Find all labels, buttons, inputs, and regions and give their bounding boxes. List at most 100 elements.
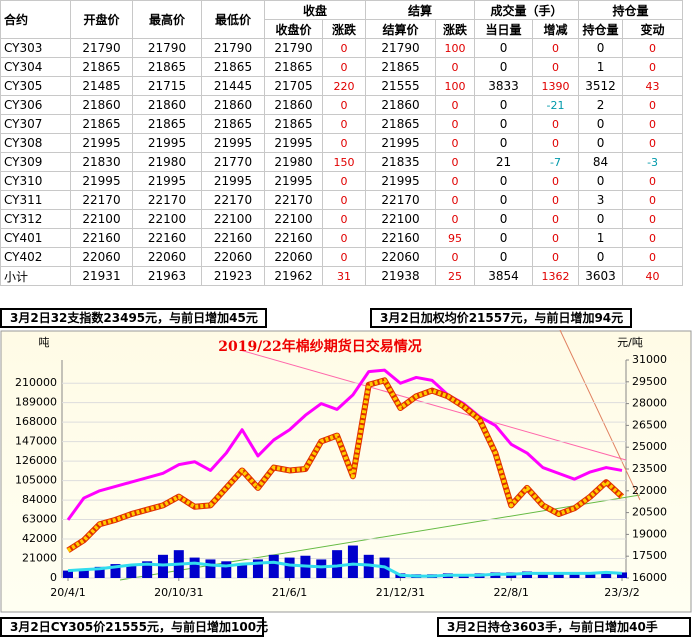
bar bbox=[553, 573, 564, 578]
table-cell: 0 bbox=[321, 95, 367, 115]
table-cell: 0 bbox=[435, 190, 476, 210]
bar bbox=[78, 569, 89, 578]
table-cell: 21995 bbox=[70, 171, 133, 191]
table-row: CY307 21865 21865 21865 21865 0 21865 0 0 0 0 0 bbox=[0, 114, 684, 134]
table-cell: 0 bbox=[474, 95, 534, 115]
y2-tick-label: 28000 bbox=[632, 397, 667, 410]
table-cell: 0 bbox=[474, 38, 534, 58]
line bbox=[67, 560, 623, 578]
table-cell: 3854 bbox=[474, 266, 534, 286]
bar bbox=[601, 571, 612, 578]
table-cell: 21865 bbox=[132, 57, 202, 77]
table-cell: CY311 bbox=[0, 190, 71, 210]
table-cell: 3603 bbox=[578, 266, 624, 286]
table-row: CY304 21865 21865 21865 21865 0 21865 0 0 0 1 0 bbox=[0, 57, 684, 77]
table-cell: 21790 bbox=[264, 38, 323, 58]
y-tick-label: 63000 bbox=[22, 513, 57, 526]
table-cell: 21995 bbox=[264, 171, 323, 191]
table-cell: 成交量（手） bbox=[474, 0, 580, 20]
y2-tick-label: 20500 bbox=[632, 506, 667, 519]
table-cell: 22170 bbox=[70, 190, 133, 210]
table-cell: 22060 bbox=[201, 247, 265, 267]
y2-tick-label: 17500 bbox=[632, 549, 667, 562]
y2-tick-label: 22000 bbox=[632, 484, 667, 497]
table-cell: 1 bbox=[578, 57, 624, 77]
table-cell: 22060 bbox=[70, 247, 133, 267]
table-cell: 0 bbox=[532, 190, 580, 210]
table-cell: 21790 bbox=[201, 38, 265, 58]
table-cell: 1362 bbox=[532, 266, 580, 286]
bar bbox=[284, 557, 295, 578]
table-cell: 21938 bbox=[365, 266, 437, 286]
table-cell: 0 bbox=[321, 190, 367, 210]
y2-tick-label: 16000 bbox=[632, 571, 667, 584]
table-cell: 21830 bbox=[70, 152, 133, 172]
y2-tick-label: 26500 bbox=[632, 418, 667, 431]
table-row: CY310 21995 21995 21995 21995 0 21995 0 0 0 0 0 bbox=[0, 171, 684, 191]
table-cell: 增减 bbox=[532, 19, 580, 39]
note: 3月2日CY305价21555元，与前日增加100元 bbox=[0, 617, 268, 637]
chart-title: 2019/22年棉纱期货日交易情况 bbox=[218, 338, 422, 355]
y-axis-label: 吨 bbox=[39, 336, 50, 349]
table-cell: 0 bbox=[474, 190, 534, 210]
table-cell: CY402 bbox=[0, 247, 71, 267]
table-row: CY303 21790 21790 21790 21790 0 21790 100 0 0 0 0 bbox=[0, 38, 684, 58]
table-row: CY312 22100 22100 22100 22100 0 22100 0 0 0 0 0 bbox=[0, 209, 684, 229]
x-tick-label: 21/6/1 bbox=[272, 586, 307, 599]
table-cell: 21 bbox=[474, 152, 534, 172]
table-cell: 3512 bbox=[578, 76, 624, 96]
y-tick-label: 126000 bbox=[15, 454, 57, 467]
bar bbox=[617, 572, 627, 578]
y-tick-label: 84000 bbox=[22, 493, 57, 506]
table-cell: 0 bbox=[578, 171, 624, 191]
y-tick-label: 147000 bbox=[15, 435, 57, 448]
table-cell: 84 bbox=[578, 152, 624, 172]
table-cell: 小计 bbox=[0, 266, 71, 286]
table-cell: 0 bbox=[321, 228, 367, 248]
table-cell: 0 bbox=[622, 57, 684, 77]
table-cell: CY305 bbox=[0, 76, 71, 96]
table-cell: 21860 bbox=[264, 95, 323, 115]
table-cell: 21995 bbox=[201, 171, 265, 191]
note: 3月2日持仓3603手，与前日增加40手 bbox=[437, 617, 691, 637]
table-cell: 0 bbox=[321, 171, 367, 191]
table-cell: 3833 bbox=[474, 76, 534, 96]
table-cell: 22160 bbox=[132, 228, 202, 248]
table-cell: 0 bbox=[622, 133, 684, 153]
table-cell: 21865 bbox=[70, 57, 133, 77]
bar bbox=[347, 545, 358, 578]
table-cell: 1390 bbox=[532, 76, 580, 96]
table-cell: 22170 bbox=[132, 190, 202, 210]
table-cell: 21995 bbox=[365, 133, 437, 153]
table-cell: 21995 bbox=[132, 133, 202, 153]
table-cell: 0 bbox=[578, 209, 624, 229]
bar bbox=[205, 559, 216, 578]
table-cell: 0 bbox=[435, 114, 476, 134]
table-cell: 结算价 bbox=[365, 19, 437, 39]
table-cell: 0 bbox=[474, 209, 534, 229]
table-cell: 0 bbox=[622, 171, 684, 191]
bar bbox=[585, 572, 596, 578]
table-cell: 31 bbox=[321, 266, 367, 286]
y2-tick-label: 31000 bbox=[632, 353, 667, 366]
bar bbox=[252, 559, 263, 578]
table-cell: 1 bbox=[578, 228, 624, 248]
table-cell: 0 bbox=[321, 247, 367, 267]
table-cell: 3 bbox=[578, 190, 624, 210]
table-cell: 0 bbox=[321, 209, 367, 229]
table-cell: 0 bbox=[622, 247, 684, 267]
table-cell: 0 bbox=[321, 38, 367, 58]
table-cell: 0 bbox=[532, 114, 580, 134]
bar bbox=[126, 565, 137, 578]
bar bbox=[110, 564, 121, 578]
y-tick-label: 42000 bbox=[22, 532, 57, 545]
bar bbox=[332, 550, 343, 578]
table-cell: 0 bbox=[532, 38, 580, 58]
table-cell: 涨跌 bbox=[321, 19, 367, 39]
bar bbox=[316, 559, 327, 578]
table-cell: 21485 bbox=[70, 76, 133, 96]
table-cell: 涨跌 bbox=[435, 19, 476, 39]
table-cell: 21865 bbox=[201, 57, 265, 77]
table-cell: 0 bbox=[474, 247, 534, 267]
table-cell: 21865 bbox=[365, 57, 437, 77]
